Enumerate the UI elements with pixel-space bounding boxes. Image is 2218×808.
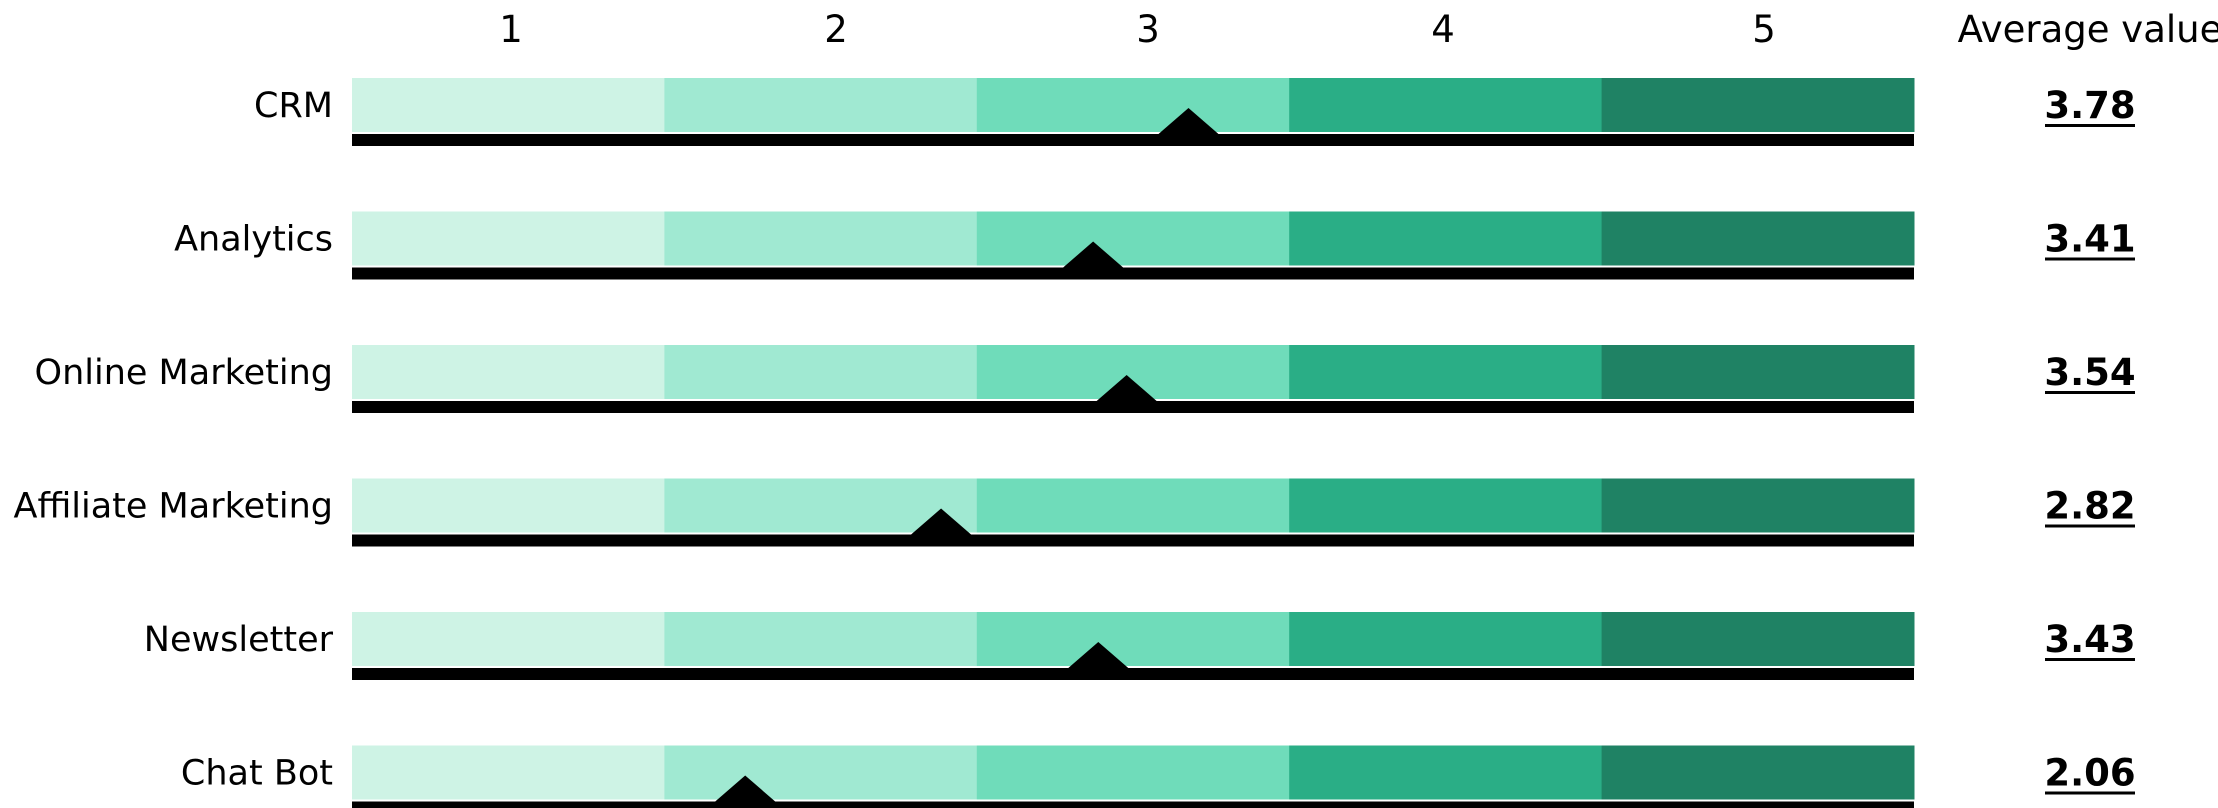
- band-segment-4: [1289, 745, 1603, 800]
- band-segment-2: [664, 211, 978, 266]
- band-segment-4: [1289, 478, 1603, 533]
- band-segment-2: [664, 612, 978, 666]
- average-value-header: Average value: [1958, 8, 2218, 51]
- category-label: CRM: [254, 86, 333, 126]
- average-value: 2.06: [2044, 752, 2135, 795]
- average-value: 2.82: [2044, 485, 2135, 528]
- bullet-row: Chat Bot 2.06: [181, 745, 2136, 808]
- average-value-underline: [2045, 124, 2135, 127]
- band-segment-1: [352, 478, 665, 533]
- category-label: Online Marketing: [35, 353, 333, 393]
- band-segment-4: [1289, 78, 1603, 132]
- bullet-row: Online Marketing 3.54: [35, 345, 2136, 413]
- band-segment-3: [976, 78, 1290, 132]
- band-segment-5: [1601, 345, 1915, 399]
- baseline-bar: [352, 668, 1914, 680]
- band-segment-4: [1289, 211, 1603, 266]
- band-segment-3: [976, 211, 1290, 266]
- scale-label-3: 3: [1136, 8, 1160, 51]
- value-marker: [1068, 642, 1129, 668]
- average-value: 3.41: [2044, 218, 2135, 261]
- baseline-bar: [352, 801, 1914, 808]
- average-value-underline: [2045, 391, 2135, 394]
- band-segment-2: [664, 745, 978, 800]
- band-segment-5: [1601, 745, 1915, 800]
- average-value: 3.43: [2044, 618, 2135, 661]
- band-segment-5: [1601, 478, 1915, 533]
- band-segment-3: [976, 745, 1290, 800]
- average-value-underline: [2045, 791, 2135, 795]
- average-value: 3.54: [2044, 351, 2135, 394]
- band-segment-5: [1601, 612, 1915, 666]
- band-segment-3: [976, 478, 1290, 533]
- baseline-bar: [352, 134, 1914, 146]
- category-label: Analytics: [174, 220, 333, 260]
- band-segment-5: [1601, 78, 1915, 132]
- scale-label-4: 4: [1431, 8, 1455, 51]
- average-value-underline: [2045, 524, 2135, 528]
- band-segment-1: [352, 78, 665, 132]
- baseline-bar: [352, 534, 1914, 547]
- baseline-bar: [352, 401, 1914, 413]
- bullet-row: CRM 3.78: [254, 78, 2136, 146]
- value-marker: [1063, 241, 1124, 268]
- value-marker: [911, 508, 972, 535]
- band-segment-1: [352, 345, 665, 399]
- scale-label-1: 1: [499, 8, 523, 51]
- band-segment-1: [352, 612, 665, 666]
- scale-label-2: 2: [824, 8, 848, 51]
- category-label: Chat Bot: [181, 754, 333, 794]
- baseline-bar: [352, 267, 1914, 280]
- average-value: 3.78: [2044, 84, 2135, 127]
- value-marker: [1096, 375, 1157, 401]
- bullet-row: Newsletter 3.43: [144, 612, 2136, 680]
- band-segment-3: [976, 612, 1290, 666]
- average-value-underline: [2045, 658, 2135, 661]
- bullet-row: Affiliate Marketing 2.82: [14, 478, 2136, 547]
- scale-label-5: 5: [1752, 8, 1776, 51]
- band-segment-4: [1289, 345, 1603, 399]
- band-segment-2: [664, 345, 978, 399]
- value-marker: [715, 775, 776, 802]
- band-segment-4: [1289, 612, 1603, 666]
- band-segment-1: [352, 745, 665, 800]
- average-value-underline: [2045, 257, 2135, 261]
- category-label: Newsletter: [144, 620, 334, 660]
- band-segment-1: [352, 211, 665, 266]
- band-segment-2: [664, 78, 978, 132]
- bullet-row: Analytics 3.41: [174, 211, 2136, 280]
- category-label: Affiliate Marketing: [14, 487, 334, 527]
- band-segment-5: [1601, 211, 1915, 266]
- value-marker: [1158, 108, 1219, 134]
